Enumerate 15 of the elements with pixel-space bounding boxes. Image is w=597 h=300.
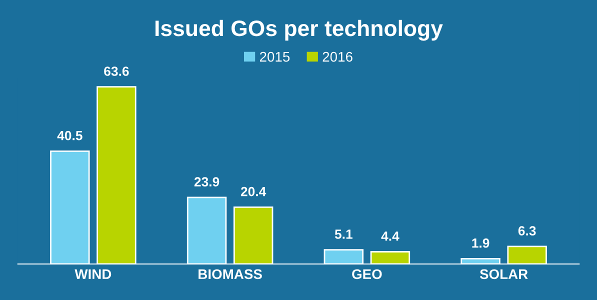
x-tick-label: GEO bbox=[352, 269, 382, 280]
data-label: 5.1 bbox=[334, 230, 352, 239]
data-label: 1.9 bbox=[472, 238, 490, 248]
data-label: 20.4 bbox=[240, 186, 266, 196]
data-label: 63.6 bbox=[104, 66, 129, 76]
x-tick-label: BIOMASS bbox=[198, 269, 262, 280]
data-label: 4.4 bbox=[381, 232, 400, 241]
data-label: 40.5 bbox=[57, 130, 82, 140]
data-label: 23.9 bbox=[194, 177, 220, 187]
legend-label: 2015 bbox=[260, 52, 290, 62]
data-label: 6.3 bbox=[518, 226, 536, 236]
x-tick-label: SOLAR bbox=[480, 269, 528, 280]
x-tick-label: WIND bbox=[74, 269, 112, 279]
chart-title: Issued GOs per technology bbox=[156, 20, 443, 41]
legend-label: 2016 bbox=[322, 52, 352, 62]
